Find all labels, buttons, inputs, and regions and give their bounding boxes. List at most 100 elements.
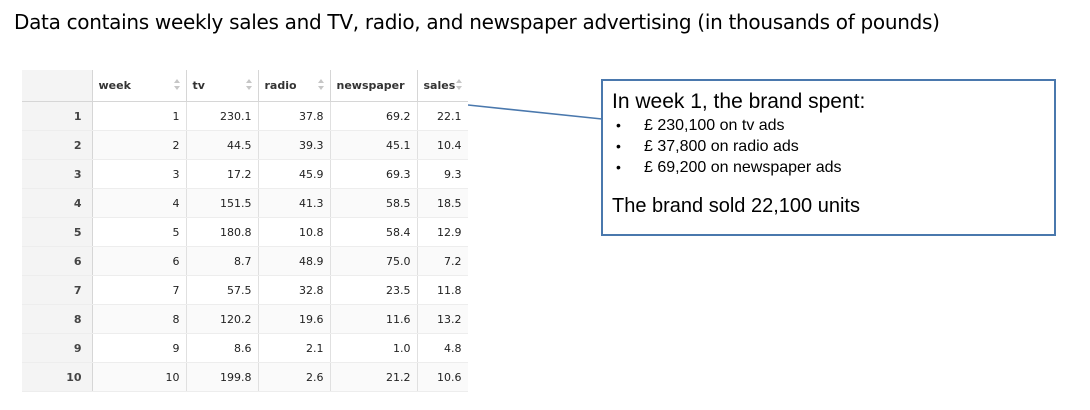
table-cell-week: 3 [92, 159, 187, 189]
row-number-cell: 10 [22, 362, 93, 392]
row-number-cell: 1 [22, 101, 93, 131]
callout-summary: The brand sold 22,100 units [612, 195, 860, 217]
table-cell-radio: 2.1 [258, 333, 331, 363]
table-cell-tv: 8.6 [186, 333, 259, 363]
bullet-icon: • [616, 159, 621, 175]
table-cell-radio: 41.3 [258, 188, 331, 218]
callout-list-item: • £ 37,800 on radio ads [612, 136, 1054, 157]
row-number-cell: 7 [22, 275, 93, 305]
table-row[interactable]: 10 10 199.8 2.6 21.2 10.6 [22, 362, 468, 392]
table-row[interactable]: 3 3 17.2 45.9 69.3 9.3 [22, 159, 468, 189]
table-cell-week: 5 [92, 217, 187, 247]
table-cell-sales: 10.4 [417, 130, 468, 160]
table-row[interactable]: 9 9 8.6 2.1 1.0 4.8 [22, 333, 468, 363]
data-table: week tv radio newspaper sales [22, 70, 468, 392]
callout-title: In week 1, the brand spent: [612, 90, 866, 113]
column-header-tv[interactable]: tv [185, 70, 259, 102]
column-label: tv [192, 79, 205, 92]
table-cell-newspaper: 58.5 [330, 188, 418, 218]
sort-icon[interactable] [245, 79, 252, 90]
page-heading: Data contains weekly sales and TV, radio… [14, 10, 940, 34]
row-number-cell: 2 [22, 130, 93, 160]
table-cell-newspaper: 45.1 [330, 130, 418, 160]
column-header-radio[interactable]: radio [257, 70, 331, 102]
table-cell-sales: 9.3 [417, 159, 468, 189]
table-cell-sales: 13.2 [417, 304, 468, 334]
table-cell-tv: 120.2 [186, 304, 259, 334]
column-header-week[interactable]: week [91, 70, 187, 102]
table-cell-radio: 2.6 [258, 362, 331, 392]
column-label: week [98, 79, 131, 92]
table-cell-sales: 18.5 [417, 188, 468, 218]
row-number-cell: 4 [22, 188, 93, 218]
data-viewer: week tv radio newspaper sales [22, 70, 468, 392]
column-label: newspaper [336, 79, 405, 92]
header-row: week tv radio newspaper sales [22, 70, 468, 102]
table-cell-tv: 199.8 [186, 362, 259, 392]
bullet-icon: • [616, 117, 621, 133]
table-cell-week: 1 [92, 101, 187, 131]
callout-item-text: £ 230,100 on tv ads [644, 117, 785, 134]
table-cell-tv: 57.5 [186, 275, 259, 305]
table-cell-newspaper: 69.3 [330, 159, 418, 189]
table-cell-sales: 7.2 [417, 246, 468, 276]
row-number-cell: 9 [22, 333, 93, 363]
table-cell-sales: 4.8 [417, 333, 468, 363]
callout-list: • £ 230,100 on tv ads • £ 37,800 on radi… [612, 115, 1054, 178]
table-cell-sales: 12.9 [417, 217, 468, 247]
sort-icon[interactable] [317, 79, 324, 90]
table-cell-radio: 45.9 [258, 159, 331, 189]
column-header-newspaper[interactable]: newspaper [329, 70, 418, 102]
table-cell-newspaper: 23.5 [330, 275, 418, 305]
column-label: sales [423, 79, 456, 92]
table-cell-tv: 17.2 [186, 159, 259, 189]
column-label: radio [264, 79, 297, 92]
table-cell-tv: 8.7 [186, 246, 259, 276]
table-cell-radio: 39.3 [258, 130, 331, 160]
table-row[interactable]: 7 7 57.5 32.8 23.5 11.8 [22, 275, 468, 305]
bullet-icon: • [616, 138, 621, 154]
table-cell-sales: 10.6 [417, 362, 468, 392]
table-cell-radio: 48.9 [258, 246, 331, 276]
table-cell-newspaper: 58.4 [330, 217, 418, 247]
table-cell-tv: 230.1 [186, 101, 259, 131]
table-cell-week: 8 [92, 304, 187, 334]
table-row[interactable]: 2 2 44.5 39.3 45.1 10.4 [22, 130, 468, 160]
table-cell-newspaper: 11.6 [330, 304, 418, 334]
row-number-cell: 3 [22, 159, 93, 189]
callout-item-text: £ 69,200 on newspaper ads [644, 159, 842, 176]
table-cell-week: 7 [92, 275, 187, 305]
callout-item-text: £ 37,800 on radio ads [644, 138, 799, 155]
row-number-cell: 5 [22, 217, 93, 247]
table-cell-newspaper: 1.0 [330, 333, 418, 363]
sort-icon[interactable] [455, 79, 462, 90]
table-row[interactable]: 6 6 8.7 48.9 75.0 7.2 [22, 246, 468, 276]
table-cell-tv: 180.8 [186, 217, 259, 247]
row-number-cell: 6 [22, 246, 93, 276]
table-row[interactable]: 8 8 120.2 19.6 11.6 13.2 [22, 304, 468, 334]
row-number-header [22, 70, 93, 102]
table-cell-week: 10 [92, 362, 187, 392]
table-cell-radio: 10.8 [258, 217, 331, 247]
callout-box: In week 1, the brand spent: • £ 230,100 … [601, 79, 1056, 236]
table-cell-newspaper: 21.2 [330, 362, 418, 392]
table-cell-sales: 11.8 [417, 275, 468, 305]
table-cell-tv: 151.5 [186, 188, 259, 218]
table-cell-sales: 22.1 [417, 101, 468, 131]
table-cell-radio: 37.8 [258, 101, 331, 131]
table-cell-week: 4 [92, 188, 187, 218]
table-cell-week: 6 [92, 246, 187, 276]
table-row[interactable]: 5 5 180.8 10.8 58.4 12.9 [22, 217, 468, 247]
table-cell-week: 2 [92, 130, 187, 160]
table-body: 1 1 230.1 37.8 69.2 22.1 2 2 44.5 39.3 45.1 10.4 3 3 1… [22, 101, 468, 392]
column-header-sales[interactable]: sales [416, 70, 468, 102]
table-cell-newspaper: 69.2 [330, 101, 418, 131]
callout-list-item: • £ 230,100 on tv ads [612, 115, 1054, 136]
table-cell-newspaper: 75.0 [330, 246, 418, 276]
table-cell-radio: 19.6 [258, 304, 331, 334]
table-row[interactable]: 4 4 151.5 41.3 58.5 18.5 [22, 188, 468, 218]
row-number-cell: 8 [22, 304, 93, 334]
sort-icon[interactable] [173, 79, 180, 90]
table-row[interactable]: 1 1 230.1 37.8 69.2 22.1 [22, 101, 468, 131]
callout-connector-line [468, 104, 603, 120]
